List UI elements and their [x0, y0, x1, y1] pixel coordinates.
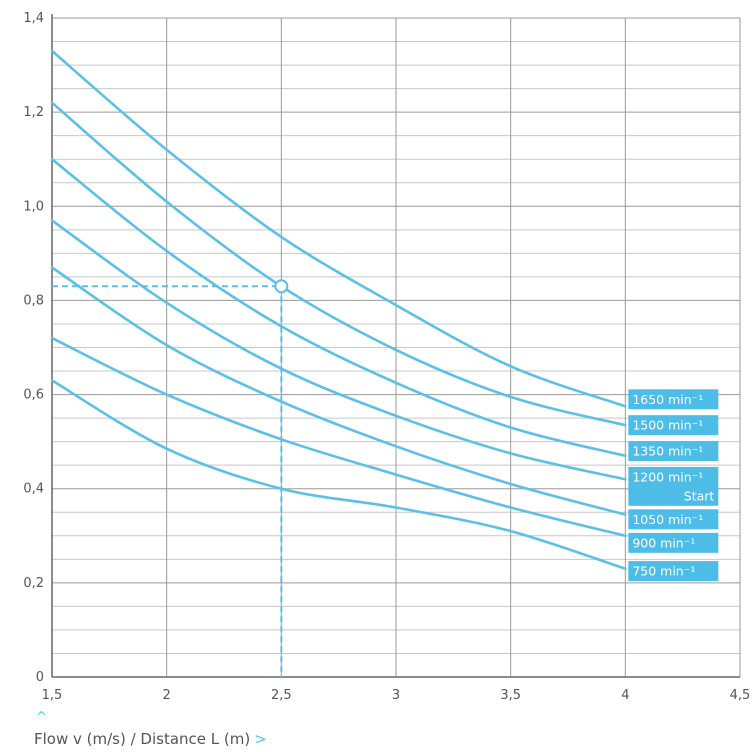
- chevron-right-icon: >: [254, 730, 267, 748]
- series-curves: [52, 51, 625, 569]
- series-label: 1050 min⁻¹: [632, 512, 703, 527]
- y-tick-label: 1,4: [23, 11, 44, 26]
- series-label: 1500 min⁻¹: [632, 418, 703, 433]
- operating-point-annotation: [52, 280, 287, 677]
- series-line: [52, 220, 625, 479]
- y-tick-label: 1,0: [23, 199, 44, 214]
- x-tick-label: 4: [621, 688, 629, 703]
- series-label: 750 min⁻¹: [632, 564, 695, 579]
- y-tick-label: 1,2: [23, 105, 44, 120]
- x-tick-label: 2,5: [271, 688, 292, 703]
- tick-labels: 0 0,2 0,4 0,6 0,8 1,0 1,2 1,4 1,5 2 2,5 3 3,5 4 4,5: [23, 11, 750, 703]
- x-axis-title: Flow v (m/s) / Distance L (m) >: [34, 730, 267, 748]
- y-tick-label: 0,8: [23, 293, 44, 308]
- series-line: [52, 268, 625, 515]
- x-axis-title-text: Flow v (m/s) / Distance L (m): [34, 730, 250, 748]
- series-labels: 1650 min⁻¹ 1500 min⁻¹ 1350 min⁻¹ 1200 min⁻¹…: [628, 389, 718, 581]
- x-tick-label: 4,5: [730, 688, 751, 703]
- series-label: 900 min⁻¹: [632, 535, 695, 550]
- x-tick-label: 3: [392, 688, 400, 703]
- series-line: [52, 380, 625, 568]
- y-tick-label: 0,2: [23, 576, 44, 591]
- series-line: [52, 159, 625, 456]
- series-label: 1650 min⁻¹: [632, 392, 703, 407]
- operating-point-marker: [275, 280, 287, 292]
- series-label: Start: [684, 488, 715, 503]
- x-tick-label: 3,5: [500, 688, 521, 703]
- x-tick-label: 1,5: [42, 688, 63, 703]
- y-tick-label: 0,6: [23, 388, 44, 403]
- caret-up-icon: ^: [36, 710, 47, 725]
- x-tick-label: 2: [163, 688, 171, 703]
- series-label: 1350 min⁻¹: [632, 444, 703, 459]
- series-label: 1200 min⁻¹: [632, 469, 703, 484]
- y-tick-label: 0: [36, 670, 44, 685]
- y-tick-label: 0,4: [23, 482, 44, 497]
